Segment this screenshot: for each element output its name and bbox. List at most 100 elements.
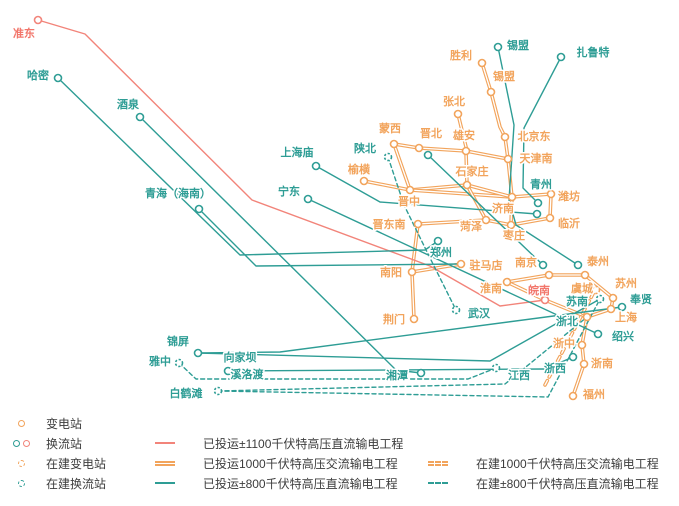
station-marker [135, 112, 145, 122]
station-label: 浙南 [591, 356, 613, 370]
station-marker [33, 15, 43, 25]
station-marker [223, 366, 233, 376]
station-marker [608, 293, 618, 303]
station-marker [416, 368, 426, 378]
line-core-jinzhong-jinan [409, 189, 513, 198]
station-label: 向家坝 [224, 350, 257, 364]
station-marker [359, 176, 369, 186]
line-zhundong-wannan [37, 19, 546, 307]
station-label: 泰州 [586, 254, 609, 268]
station-marker [544, 270, 554, 280]
station-marker [595, 294, 605, 304]
station-label: 浙西 [544, 361, 566, 375]
station-marker [546, 189, 556, 199]
station-label: 雄安 [452, 128, 475, 142]
station-label: 北京东 [518, 129, 551, 143]
station-marker [405, 185, 415, 195]
station-label: 武汉 [468, 306, 491, 320]
station-marker [568, 352, 578, 362]
station-marker [573, 260, 583, 270]
line-baihetan-sunan [217, 298, 601, 398]
line-core-shijiazhuang-heze [466, 184, 487, 221]
station-label: 潍坊 [558, 189, 580, 203]
line-shanbei-wuhan [387, 156, 457, 311]
line-core-jinan-weifang [511, 193, 552, 198]
line-core-taizhou-suzhou [584, 274, 614, 299]
station-label: 上海庙 [281, 145, 314, 159]
station-marker [486, 87, 496, 97]
line-core-shijiazhuang-jinan [466, 184, 513, 198]
line-core-shengli-ximeng [481, 62, 492, 93]
line-qinghai-zhumadian [198, 208, 462, 267]
station-marker [556, 52, 566, 62]
station-marker [493, 42, 503, 52]
station-label: 菏泽 [460, 219, 482, 233]
station-marker [414, 143, 424, 153]
station-marker [407, 267, 417, 277]
station-label: 绍兴 [612, 329, 634, 343]
station-label: 锡盟 [493, 69, 515, 83]
station-label: 胜利 [449, 48, 472, 62]
station-label: 锦屏 [167, 334, 189, 348]
line-core-jinbei-xiongan [418, 147, 467, 152]
station-label: 蒙西 [379, 121, 401, 135]
station-marker [451, 305, 461, 315]
station-marker [491, 363, 501, 373]
station-label: 浙北 [556, 314, 578, 328]
station-marker [568, 391, 578, 401]
station-marker [503, 154, 513, 164]
line-baihetan-zhebei [217, 316, 588, 392]
station-marker [433, 236, 443, 246]
station-label: 南阳 [380, 265, 402, 279]
line-core-huainan-nanjing [506, 274, 550, 283]
line-jinbei-nanjing [427, 154, 544, 266]
station-label: 宁东 [278, 184, 300, 198]
station-label: 晋东南 [373, 217, 406, 231]
station-marker [423, 150, 433, 160]
line-core-xiongan-shijiazhuang [465, 150, 468, 186]
station-label: 陕北 [354, 141, 376, 155]
station-label: 湘潭 [386, 368, 408, 382]
line-xiangjiaba-fengxian [197, 306, 623, 354]
station-marker [311, 161, 321, 171]
line-jinping-sunan [197, 298, 601, 362]
station-label: 酒泉 [117, 97, 140, 111]
station-label: 晋北 [420, 126, 442, 140]
station-label: 驻马店 [470, 258, 503, 272]
station-label: 临沂 [558, 216, 580, 230]
station-label: 扎鲁特 [577, 45, 610, 59]
station-label: 溪洛渡 [231, 367, 265, 381]
station-marker [453, 109, 463, 119]
line-core-zhebei-zhezhong-zhenan-fuzhou [572, 316, 588, 397]
line-core-xiongan-tianjinnan [465, 150, 509, 160]
station-label: 荆门 [383, 312, 405, 326]
line-core-mengxi-jinzhong [393, 143, 411, 191]
station-marker [532, 209, 542, 219]
station-marker [194, 204, 204, 214]
station-label: 枣庄 [502, 228, 525, 242]
line-core-yuheng-jinzhong [363, 180, 411, 191]
line-core-linyi-zaozhuang [510, 217, 551, 226]
station-marker [545, 213, 555, 223]
station-marker [538, 260, 548, 270]
station-marker [303, 194, 313, 204]
station-marker [582, 312, 592, 322]
line-ningdong-shaoxing [307, 198, 599, 335]
station-label: 张北 [443, 94, 465, 108]
station-marker [389, 139, 399, 149]
station-label: 白鹤滩 [170, 386, 203, 400]
station-marker [502, 277, 512, 287]
line-core-jindongnan-heze [417, 219, 487, 225]
station-label: 榆横 [348, 162, 371, 176]
station-marker [500, 132, 510, 142]
station-marker [593, 329, 603, 339]
station-marker [580, 270, 590, 280]
line-core-wannan-huainan [506, 281, 546, 301]
station-label: 南京 [515, 255, 537, 269]
station-marker [591, 285, 601, 295]
station-label: 淮南 [480, 281, 502, 295]
station-label: 天津南 [520, 151, 553, 165]
station-label: 青州 [530, 177, 552, 191]
station-label: 虞城 [571, 281, 593, 295]
